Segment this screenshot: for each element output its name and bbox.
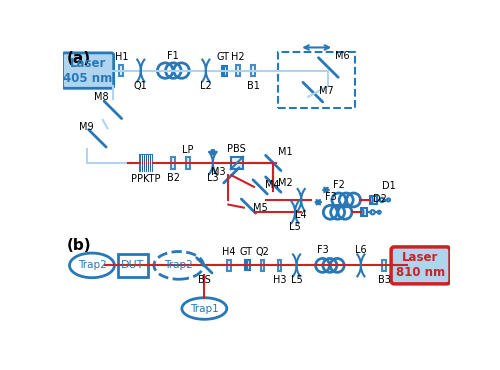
Text: M7: M7: [319, 85, 334, 95]
Bar: [118, 254, 148, 277]
Text: F3: F3: [325, 192, 336, 202]
Text: Laser
810 nm: Laser 810 nm: [396, 251, 445, 279]
Text: F3: F3: [317, 245, 329, 255]
Text: M4: M4: [265, 180, 280, 190]
Text: M2: M2: [278, 178, 292, 188]
Text: M5: M5: [253, 203, 268, 213]
Bar: [230, 157, 243, 169]
Bar: [140, 155, 152, 171]
Text: Trap2: Trap2: [78, 260, 106, 270]
Text: PBS: PBS: [228, 144, 246, 154]
Text: B3: B3: [378, 275, 390, 285]
Text: F2: F2: [333, 180, 345, 190]
Bar: [236, 65, 240, 76]
Bar: [278, 260, 281, 271]
Text: L3: L3: [207, 173, 218, 183]
Text: LP: LP: [182, 145, 194, 155]
Text: B2: B2: [167, 173, 180, 183]
Text: L5: L5: [290, 275, 302, 285]
Text: Trap1: Trap1: [190, 303, 218, 313]
Text: PPKTP: PPKTP: [132, 174, 161, 184]
Bar: [260, 260, 264, 271]
Text: (a): (a): [66, 51, 90, 65]
Text: L6: L6: [355, 245, 366, 255]
Text: L5: L5: [289, 222, 301, 232]
Text: M9: M9: [79, 122, 94, 132]
FancyBboxPatch shape: [62, 53, 114, 88]
Text: Q1: Q1: [134, 81, 147, 91]
Text: (b): (b): [66, 238, 91, 253]
Text: H2: H2: [231, 52, 244, 62]
Bar: [172, 157, 175, 169]
FancyBboxPatch shape: [391, 247, 450, 284]
Text: Q2: Q2: [256, 247, 270, 257]
Bar: [361, 208, 368, 216]
Text: M3: M3: [210, 167, 225, 177]
Bar: [247, 260, 250, 270]
Text: H3: H3: [273, 275, 286, 285]
Bar: [278, 52, 355, 108]
Bar: [224, 65, 227, 75]
Text: M1: M1: [278, 147, 292, 157]
Text: L4: L4: [296, 210, 307, 220]
Text: D2: D2: [372, 194, 386, 204]
Text: Laser
405 nm: Laser 405 nm: [64, 57, 112, 85]
Text: H4: H4: [222, 247, 236, 257]
Bar: [370, 196, 376, 204]
Text: D1: D1: [382, 181, 396, 191]
Text: B1: B1: [246, 81, 260, 91]
Text: Trap2: Trap2: [164, 260, 193, 270]
Text: H1: H1: [114, 52, 128, 62]
Text: DUT: DUT: [122, 260, 144, 270]
Text: GT: GT: [240, 247, 252, 257]
Bar: [251, 65, 255, 76]
Text: GT: GT: [216, 52, 230, 62]
Text: M6: M6: [334, 51, 349, 61]
Bar: [222, 65, 225, 75]
Bar: [227, 260, 231, 271]
Bar: [382, 260, 386, 271]
Bar: [246, 260, 248, 270]
Bar: [120, 65, 124, 76]
Bar: [186, 157, 190, 169]
Text: L2: L2: [200, 81, 212, 91]
Text: BS: BS: [198, 275, 210, 285]
Text: F1: F1: [168, 51, 179, 61]
Text: M8: M8: [94, 92, 109, 102]
